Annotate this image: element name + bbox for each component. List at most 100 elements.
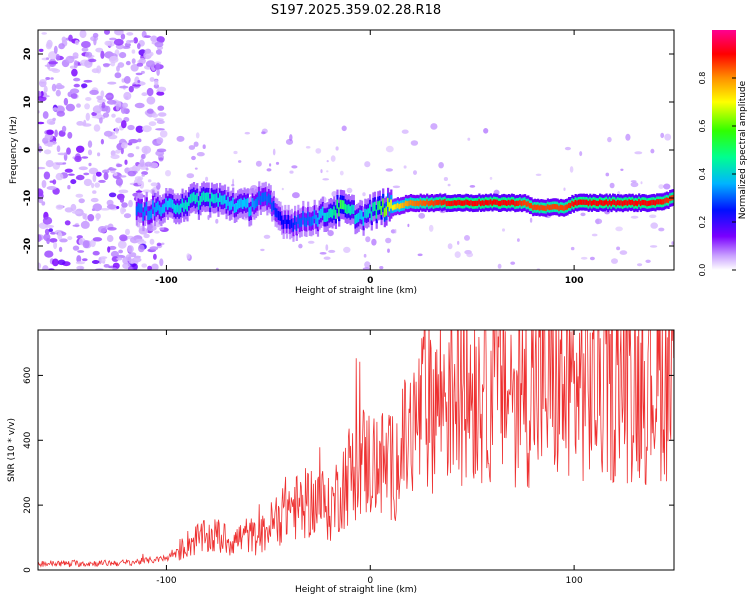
ridge-cell [222, 195, 225, 205]
speckle [112, 262, 120, 269]
ridge-cell [514, 201, 517, 207]
ridge-cell [290, 218, 293, 228]
ridge-cell [584, 199, 587, 205]
speckle [146, 87, 154, 97]
ridge-cell [497, 200, 501, 207]
speckle [454, 251, 461, 258]
ridge-cell [183, 202, 186, 212]
ridge-cell [444, 199, 447, 205]
ridge-cell [476, 200, 479, 206]
spectrogram-x-axis: -100 0 100 [155, 30, 584, 286]
speckle [67, 185, 71, 190]
ridge-cell [626, 200, 629, 206]
ridge-cell [657, 199, 660, 205]
ridge-cell [541, 205, 545, 211]
speckle [85, 97, 92, 101]
speckle [307, 240, 315, 244]
speckle [428, 224, 434, 232]
speckle [205, 176, 209, 182]
speckle [305, 146, 311, 149]
speckle [42, 111, 49, 119]
speckle [74, 155, 82, 163]
ridge-cell [175, 205, 178, 215]
speckle [58, 43, 65, 50]
speckle [119, 234, 128, 242]
speckle [108, 55, 119, 64]
speckle [46, 237, 50, 245]
speckle [417, 253, 423, 257]
speckle [76, 174, 85, 181]
speckle [98, 179, 106, 183]
speckle [330, 155, 336, 162]
speckle [275, 161, 280, 165]
y-tick-label: 600 [23, 367, 33, 384]
speckle [44, 228, 50, 235]
speckle [46, 186, 57, 190]
speckle [133, 37, 138, 44]
speckle [322, 178, 330, 181]
ridge-cell [145, 201, 148, 211]
speckle [82, 240, 90, 249]
speckle [87, 214, 95, 222]
ridge-cell [147, 210, 150, 220]
speckle [157, 86, 167, 93]
speckle [93, 124, 101, 132]
ridge-cell [462, 200, 465, 206]
speckle [88, 167, 99, 175]
ridge-cell [246, 198, 249, 208]
speckle [55, 204, 64, 210]
speckle [630, 215, 639, 219]
speckle [615, 226, 623, 232]
speckle [320, 169, 323, 174]
speckle [131, 49, 136, 54]
ridge-cell [550, 204, 553, 210]
ridge-cell [139, 203, 142, 213]
ridge-cell [620, 200, 623, 206]
speckle [394, 228, 397, 234]
ridge-cell [403, 202, 406, 208]
speckle [92, 190, 97, 194]
speckle [145, 167, 149, 171]
ridge-cell [372, 202, 375, 212]
speckle [70, 88, 80, 94]
ridge-cell [155, 202, 158, 212]
speckle [137, 80, 141, 83]
ridge-cell [245, 199, 248, 209]
speckle [38, 262, 42, 270]
ridge-cell [537, 204, 540, 210]
ridge-cell [202, 191, 205, 201]
ridge-cell [326, 212, 329, 222]
speckle [95, 47, 104, 53]
speckle [61, 125, 67, 133]
speckle [135, 238, 145, 242]
ridge-cell [305, 217, 308, 227]
ridge-cell [590, 200, 593, 207]
speckle [620, 168, 624, 171]
speckle [92, 250, 100, 256]
speckle [155, 49, 163, 55]
speckle [196, 152, 205, 157]
speckle [49, 238, 58, 243]
y-tick-label: 0 [23, 567, 33, 573]
speckle [281, 187, 284, 191]
ridge-cell [533, 204, 536, 210]
ridge-cell [453, 200, 456, 206]
ridge-cell [178, 205, 181, 215]
speckle [83, 178, 92, 187]
ridge-cell [608, 199, 611, 205]
speckle [42, 95, 50, 98]
ridge-cell [352, 204, 355, 214]
ridge-cell [191, 193, 194, 203]
speckle [141, 92, 148, 97]
ridge-cell [509, 200, 512, 206]
speckle [150, 35, 158, 43]
speckle [91, 260, 100, 264]
ridge-cell [241, 199, 244, 209]
ridge-cell [398, 204, 401, 210]
speckle [128, 139, 139, 144]
ridge-cell [369, 204, 372, 214]
speckle [107, 168, 117, 171]
ridge-cell [519, 199, 522, 206]
speckle [80, 220, 90, 229]
x-tick-label: 0 [367, 576, 373, 586]
